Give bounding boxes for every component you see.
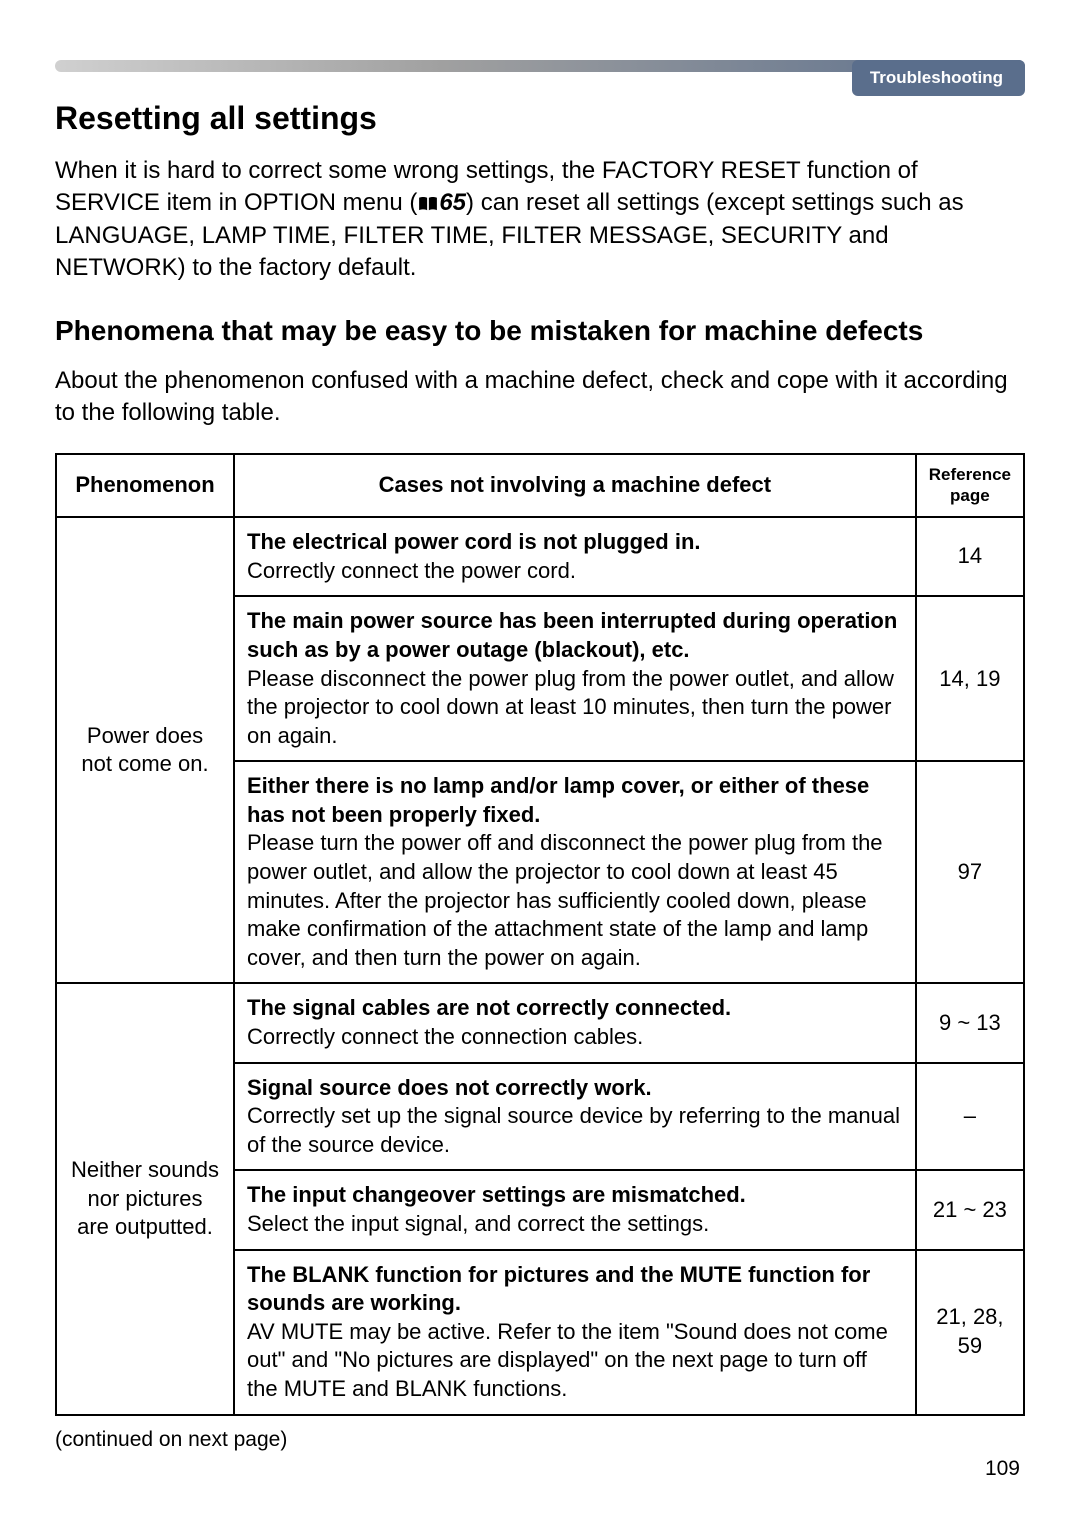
table-header-row: Phenomenon Cases not involving a machine…: [56, 454, 1024, 517]
cases-cell: The signal cables are not correctly conn…: [234, 983, 916, 1062]
case-bold: Either there is no lamp and/or lamp cove…: [247, 773, 869, 827]
ref-cell: 21, 28, 59: [916, 1250, 1024, 1415]
cases-cell: Signal source does not correctly work. C…: [234, 1063, 916, 1171]
ref-cell: 97: [916, 761, 1024, 983]
case-text: Select the input signal, and correct the…: [247, 1211, 709, 1236]
cases-cell: The main power source has been interrupt…: [234, 596, 916, 761]
ref-cell: 14: [916, 517, 1024, 596]
case-bold: The main power source has been interrupt…: [247, 608, 897, 662]
page-number: 109: [985, 1457, 1020, 1481]
ref-cell: 21 ~ 23: [916, 1170, 1024, 1249]
troubleshooting-table: Phenomenon Cases not involving a machine…: [55, 453, 1025, 1415]
header-tab: Troubleshooting: [852, 60, 1025, 96]
col-header-cases: Cases not involving a machine defect: [234, 454, 916, 517]
case-text: Correctly connect the power cord.: [247, 558, 576, 583]
cases-cell: Either there is no lamp and/or lamp cove…: [234, 761, 916, 983]
phenomenon-cell-neither: Neither sounds nor pictures are outputte…: [56, 983, 234, 1414]
phenomenon-cell-power: Power does not come on.: [56, 517, 234, 983]
case-bold: The BLANK function for pictures and the …: [247, 1262, 870, 1316]
ref-cell: 9 ~ 13: [916, 983, 1024, 1062]
manual-ref: 65: [417, 189, 466, 216]
case-bold: The input changeover settings are mismat…: [247, 1182, 746, 1207]
cases-cell: The BLANK function for pictures and the …: [234, 1250, 916, 1415]
section-title-phenomena: Phenomena that may be easy to be mistake…: [55, 315, 1025, 347]
cases-cell: The electrical power cord is not plugged…: [234, 517, 916, 596]
case-bold: Signal source does not correctly work.: [247, 1075, 652, 1100]
ref-cell: –: [916, 1063, 1024, 1171]
resetting-paragraph: When it is hard to correct some wrong se…: [55, 155, 1025, 285]
table-row: Power does not come on. The electrical p…: [56, 517, 1024, 596]
col-header-phenomenon: Phenomenon: [56, 454, 234, 517]
phenomena-paragraph: About the phenomenon confused with a mac…: [55, 365, 1025, 430]
manual-ref-number: 65: [439, 189, 466, 216]
case-text: Please turn the power off and disconnect…: [247, 830, 883, 969]
col-header-reference: Reference page: [916, 454, 1024, 517]
book-icon: [417, 196, 439, 212]
table-row: Neither sounds nor pictures are outputte…: [56, 983, 1024, 1062]
cases-cell: The input changeover settings are mismat…: [234, 1170, 916, 1249]
case-text: Correctly set up the signal source devic…: [247, 1103, 900, 1157]
case-text: Correctly connect the connection cables.: [247, 1024, 643, 1049]
case-text: Please disconnect the power plug from th…: [247, 666, 894, 748]
header-bar: Troubleshooting: [55, 60, 1025, 72]
section-title-resetting: Resetting all settings: [55, 100, 1025, 137]
case-bold: The electrical power cord is not plugged…: [247, 529, 701, 554]
case-bold: The signal cables are not correctly conn…: [247, 995, 731, 1020]
ref-cell: 14, 19: [916, 596, 1024, 761]
continued-note: (continued on next page): [55, 1428, 1025, 1452]
case-text: AV MUTE may be active. Refer to the item…: [247, 1319, 888, 1401]
